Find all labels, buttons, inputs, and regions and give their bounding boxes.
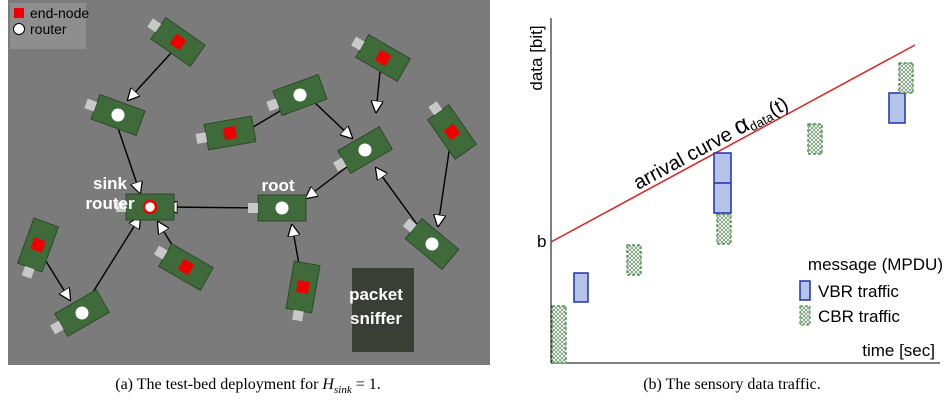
cbr-box (552, 306, 566, 363)
caption-b: (b) The sensory data traffic. (643, 376, 821, 393)
curve-label: arrival curve αdata(t) (628, 89, 793, 195)
cbr-box (899, 63, 913, 93)
router-icon (276, 202, 289, 215)
y-axis-label: data [bit] (527, 25, 546, 90)
sniffer-label: sniffer (350, 309, 402, 328)
vbr-box (574, 273, 588, 302)
legend-vbr-icon (800, 281, 810, 300)
figure: end-node router sink router root packet … (0, 0, 950, 401)
page: end-node router sink router root packet … (0, 0, 950, 401)
sink-router-label: router (85, 194, 135, 213)
legend-label: router (30, 21, 67, 37)
sink-label: sink (93, 174, 128, 193)
cbr-box (808, 124, 822, 154)
legend-label: end-node (30, 5, 89, 21)
b-label: b (537, 232, 546, 251)
node-connector (248, 203, 258, 213)
cbr-box (717, 214, 731, 244)
vbr-box (889, 93, 905, 123)
node-connector (292, 310, 304, 322)
root-label: root (261, 176, 294, 195)
end-node-icon (223, 126, 237, 140)
legend-end-node-icon (14, 8, 24, 18)
cbr-box (627, 245, 641, 275)
end-node-icon (296, 280, 310, 294)
legend-title: message (MPDU) (808, 255, 943, 274)
caption-math-rest: = 1. (356, 376, 381, 393)
legend-label: CBR traffic (818, 307, 900, 326)
legend-label: VBR traffic (818, 282, 899, 301)
caption-a: (a) The test-bed deployment for Hsink= 1… (115, 376, 381, 396)
caption-math-sub: sink (334, 384, 353, 396)
sink-router-icon (144, 201, 156, 213)
node-connector (196, 132, 208, 144)
legend-router-icon (14, 24, 25, 35)
x-axis-label: time [sec] (862, 341, 935, 360)
legend-cbr-icon (800, 306, 810, 325)
caption-text: (a) The test-bed deployment for (115, 376, 319, 393)
packet-label: packet (349, 285, 403, 304)
